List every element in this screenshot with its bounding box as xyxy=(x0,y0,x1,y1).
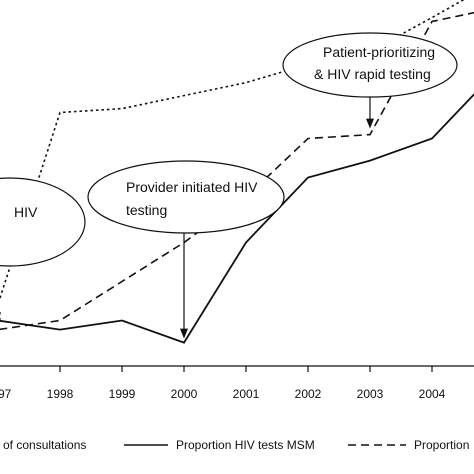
x-tick-label: 2002 xyxy=(295,387,322,401)
x-tick-label: 2000 xyxy=(171,387,198,401)
annotation-text: & HIV rapid testing xyxy=(314,66,431,82)
annotation-ellipse-left xyxy=(0,177,86,267)
x-tick-label: 1997 xyxy=(0,387,12,401)
series-line-dotted xyxy=(0,0,465,299)
annotation-arrow-head xyxy=(366,118,374,129)
x-tick-label: 1999 xyxy=(109,387,136,401)
annotation-ellipse-patient xyxy=(282,32,458,98)
x-tick-label: 2003 xyxy=(357,387,384,401)
annotation-text: Provider initiated HIV xyxy=(126,179,258,195)
annotation-text: Patient-prioritizing xyxy=(323,44,435,60)
annotation-text: testing xyxy=(126,202,167,218)
x-ticks: 199719981999200020012002200320042 xyxy=(0,366,446,401)
annotation-arrow-head xyxy=(180,328,188,339)
legend-label: Proportion xyxy=(414,438,469,452)
x-tick-label: 2004 xyxy=(419,387,446,401)
x-tick-label: 1998 xyxy=(47,387,74,401)
legend-label: of consultations xyxy=(3,438,86,452)
legend: of consultations Proportion HIV tests MSM… xyxy=(3,438,469,452)
x-tick-label: 2001 xyxy=(233,387,260,401)
legend-label: Proportion HIV tests MSM xyxy=(176,438,315,452)
annotation-ellipse-provider xyxy=(87,160,285,234)
annotations-group: HIV Provider initiated HIV testing Patient-… xyxy=(0,32,458,339)
annotation-text: HIV xyxy=(14,204,38,220)
